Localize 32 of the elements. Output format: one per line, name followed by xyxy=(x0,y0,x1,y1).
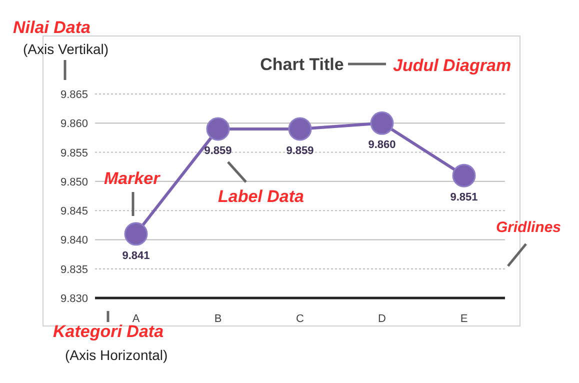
y-tick-label: 9.845 xyxy=(60,206,88,218)
data-label: 9.841 xyxy=(122,250,150,262)
y-tick-label: 9.865 xyxy=(60,89,88,101)
data-label: 9.851 xyxy=(450,192,478,204)
x-tick-label: D xyxy=(378,313,386,325)
x-tick-label: B xyxy=(214,313,222,325)
text: Judul Diagram xyxy=(393,56,512,75)
data-label: 9.860 xyxy=(368,139,396,152)
y-tick-label: 9.830 xyxy=(60,293,88,305)
point xyxy=(370,111,394,135)
data-label: 9.859 xyxy=(204,144,232,157)
x-tick-label: A xyxy=(132,313,140,325)
y-tick-label: 9.850 xyxy=(60,176,88,188)
point xyxy=(206,117,230,141)
annotation: Label Data xyxy=(218,187,304,206)
text: Kategori Data xyxy=(53,322,164,341)
annotation: Gridlines xyxy=(496,219,562,236)
annotation: Marker xyxy=(104,169,162,188)
text: (Axis Horizontal) xyxy=(65,347,168,363)
point xyxy=(288,117,312,141)
chart-title: Chart Title xyxy=(260,55,344,74)
y-tick-label: 9.840 xyxy=(60,234,88,247)
text: (Axis Vertikal) xyxy=(23,41,109,57)
data-label: 9.859 xyxy=(286,144,314,157)
text: Nilai Data xyxy=(13,18,90,37)
point xyxy=(452,164,476,188)
y-tick-label: 9.855 xyxy=(60,147,88,160)
point xyxy=(124,222,148,246)
x-tick-label: C xyxy=(296,313,304,325)
y-tick-label: 9.835 xyxy=(60,264,88,276)
x-tick-label: E xyxy=(460,313,468,325)
y-tick-label: 9.860 xyxy=(60,118,88,130)
